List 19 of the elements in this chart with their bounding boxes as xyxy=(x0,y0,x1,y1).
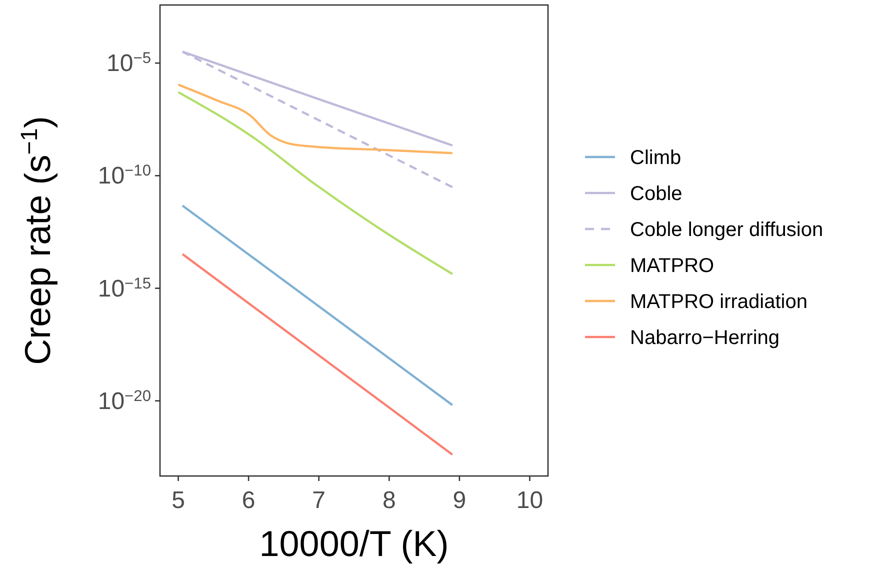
y-tick-label: 10$^{−15}$ xyxy=(98,274,152,302)
x-tick-label: 9 xyxy=(452,487,466,514)
legend-label: Climb xyxy=(630,147,682,169)
x-tick-label: 8 xyxy=(382,487,396,514)
line-series xyxy=(177,91,454,276)
y-tick-label: 10$^{−10}$ xyxy=(98,162,152,190)
legend-label: Nabarro−Herring xyxy=(630,327,780,349)
legend-label: Coble xyxy=(630,183,682,205)
line-series xyxy=(177,84,454,154)
x-tick-label: 6 xyxy=(242,487,256,514)
legend-label: MATPRO irradiation xyxy=(630,291,808,313)
legend-label: MATPRO xyxy=(630,255,714,277)
x-axis-title: 10000/T (K) xyxy=(259,523,449,564)
legend-label: Coble longer diffusion xyxy=(630,219,824,241)
y-tick-label: 10$^{−5}$ xyxy=(106,50,152,78)
x-tick-label: 5 xyxy=(172,487,185,514)
x-tick-label: 10 xyxy=(516,487,544,514)
y-tick-label: 10$^{−20}$ xyxy=(98,387,152,415)
x-tick-label: 7 xyxy=(312,487,326,514)
